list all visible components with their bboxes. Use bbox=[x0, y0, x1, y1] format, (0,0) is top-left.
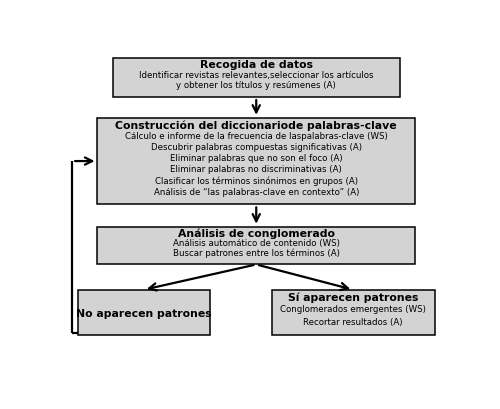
Text: Eliminar palabras no discriminativas (A): Eliminar palabras no discriminativas (A) bbox=[170, 165, 342, 174]
Text: Análisis automático de contenido (WS): Análisis automático de contenido (WS) bbox=[173, 238, 340, 247]
Text: Recogida de datos: Recogida de datos bbox=[200, 60, 313, 70]
Text: Descubrir palabras compuestas significativas (A): Descubrir palabras compuestas significat… bbox=[151, 143, 362, 152]
FancyBboxPatch shape bbox=[98, 118, 415, 205]
Text: y obtener los títulos y resúmenes (A): y obtener los títulos y resúmenes (A) bbox=[176, 81, 336, 90]
FancyBboxPatch shape bbox=[272, 290, 434, 336]
Text: Análisis de conglomerado: Análisis de conglomerado bbox=[178, 228, 335, 238]
Text: Buscar patrones entre los términos (A): Buscar patrones entre los términos (A) bbox=[173, 248, 340, 258]
FancyBboxPatch shape bbox=[78, 290, 210, 336]
Text: Análisis de “las palabras-clave en contexto” (A): Análisis de “las palabras-clave en conte… bbox=[154, 187, 359, 196]
FancyBboxPatch shape bbox=[98, 227, 415, 265]
Text: Conglomerados emergentes (WS): Conglomerados emergentes (WS) bbox=[280, 305, 426, 314]
Text: Construcción del diccionariode palabras-clave: Construcción del diccionariode palabras-… bbox=[116, 120, 397, 130]
Text: Cálculo e informe de la frecuencia de laspalabras-clave (WS): Cálculo e informe de la frecuencia de la… bbox=[125, 132, 388, 141]
Text: No aparecen patrones: No aparecen patrones bbox=[76, 308, 212, 318]
FancyBboxPatch shape bbox=[113, 58, 400, 98]
Text: Eliminar palabras que no son el foco (A): Eliminar palabras que no son el foco (A) bbox=[170, 154, 342, 163]
Text: Recortar resultados (A): Recortar resultados (A) bbox=[304, 317, 403, 326]
Text: Identificar revistas relevantes,seleccionar los artículos: Identificar revistas relevantes,seleccio… bbox=[139, 71, 374, 80]
Text: Sí aparecen patrones: Sí aparecen patrones bbox=[288, 292, 418, 302]
Text: Clasificar los términos sinónimos en grupos (A): Clasificar los términos sinónimos en gru… bbox=[155, 176, 358, 185]
